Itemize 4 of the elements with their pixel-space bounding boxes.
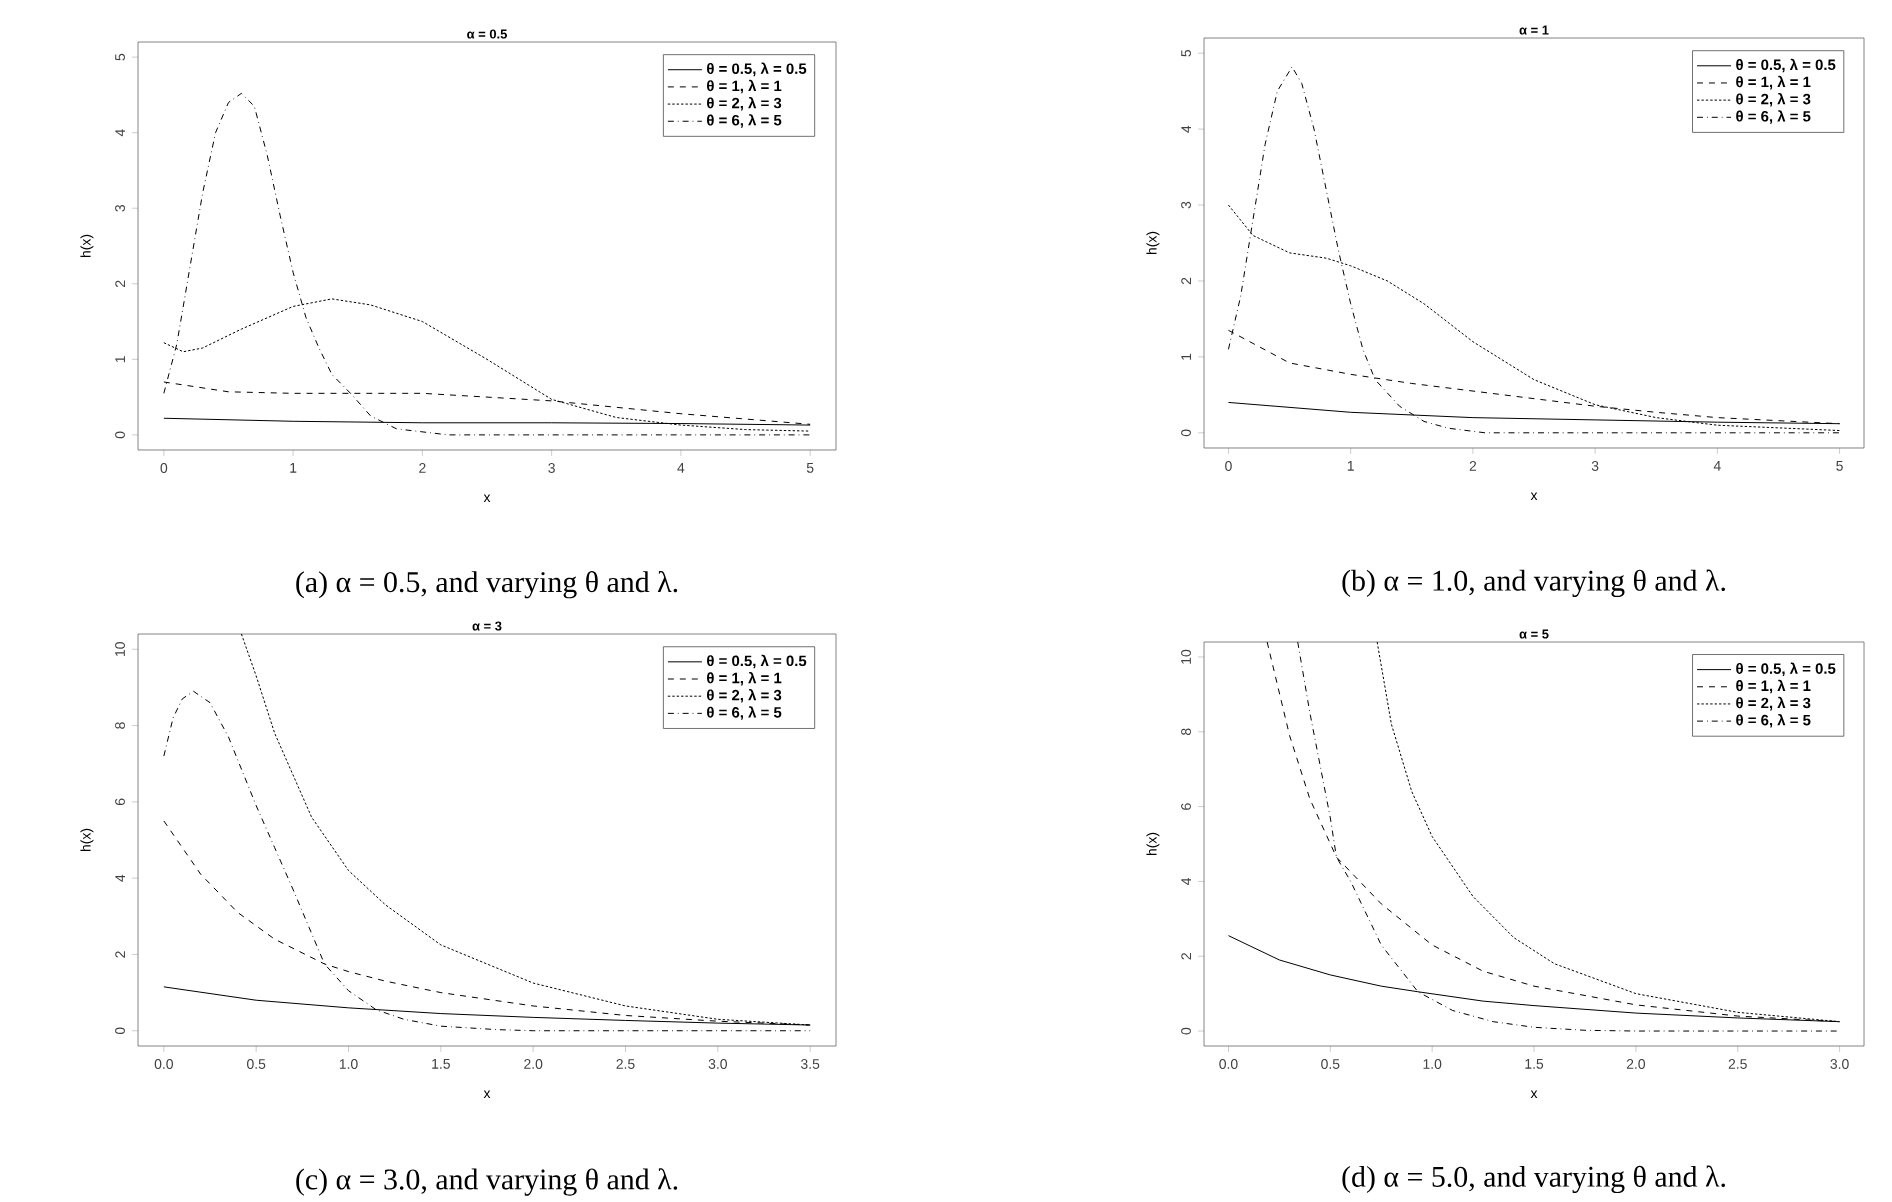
text: (c) α = 3.0, and varying θ and λ. [296, 1168, 678, 1196]
text: (d) α = 5.0, and varying θ and λ. [1342, 1165, 1725, 1194]
text: (b) α = 1.0, and varying θ and λ. [1342, 569, 1725, 598]
text: (a) α = 0.5, and varying θ and λ. [296, 570, 678, 599]
